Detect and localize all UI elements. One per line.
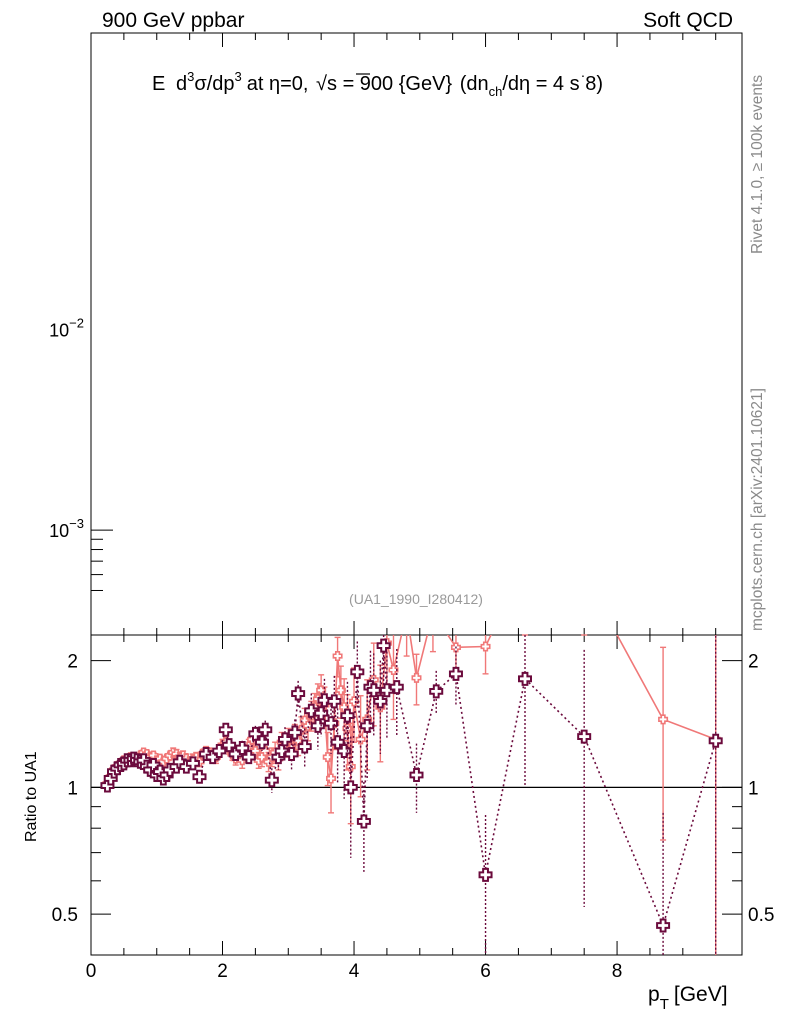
x-tick-label: 2	[217, 961, 228, 982]
main-panel-frame	[90, 32, 743, 636]
x-tick-label: 4	[349, 961, 360, 982]
data-point	[356, 814, 371, 829]
ratio-y-tick-label-right: 1	[748, 778, 759, 799]
main-y-tick-label: 10−2	[49, 315, 84, 340]
data-point	[332, 651, 343, 662]
data-point	[373, 694, 388, 709]
data-point	[708, 733, 723, 748]
data-point	[322, 752, 333, 763]
data-point	[192, 769, 207, 784]
data-point	[376, 638, 391, 653]
x-axis-ticks: 0 2 4 6 8	[86, 33, 717, 982]
data-point	[317, 693, 332, 708]
data-point	[291, 686, 306, 701]
data-point	[274, 743, 289, 758]
data-point	[337, 743, 352, 758]
data-point	[345, 761, 356, 772]
header-left-label: 900 GeV ppbar	[102, 9, 244, 32]
x-tick-label: 8	[612, 961, 623, 982]
data-point	[304, 703, 319, 718]
data-point	[411, 672, 422, 683]
data-point	[350, 664, 365, 679]
data-point	[518, 671, 532, 686]
data-point	[324, 716, 339, 731]
data-point	[448, 666, 463, 681]
x-tick-label: 0	[86, 961, 97, 982]
data-point	[388, 664, 399, 675]
data-point	[212, 743, 227, 758]
ratio-y-tick-label: 2	[67, 652, 78, 673]
data-point	[264, 773, 279, 788]
data-point	[326, 773, 337, 784]
chart-title: E d3σ/dp3 at η=0, √s = 900 {GeV} (dnch/dη…	[152, 67, 603, 99]
side-label-top: Rivet 4.1.0, ≥ 100k events	[749, 75, 766, 254]
data-point	[478, 867, 493, 882]
data-point	[258, 722, 273, 737]
data-point	[297, 739, 312, 754]
ratio-y-axis-label: Ratio to UA1	[23, 751, 40, 842]
data-point	[389, 680, 404, 695]
data-point	[287, 725, 302, 740]
data-point	[343, 780, 358, 795]
data-point	[327, 694, 342, 709]
x-axis-label: pT [GeV]	[648, 983, 728, 1013]
main-y-ticks: 10−2 10−3	[49, 315, 113, 591]
data-point	[355, 734, 366, 745]
data-point	[429, 684, 444, 699]
data-point	[409, 767, 424, 782]
data-point	[577, 729, 592, 744]
data-point	[340, 708, 355, 723]
data-point	[360, 718, 375, 733]
analysis-watermark: (UA1_1990_I280412)	[349, 591, 483, 607]
ratio-y-ticks: 2 2 1 1 0.5 0.5	[52, 652, 774, 956]
data-point	[310, 718, 325, 733]
data-point	[656, 918, 671, 933]
data-point	[277, 732, 292, 747]
ratio-panel-frame	[90, 634, 743, 956]
ratio-y-tick-label-right: 0.5	[748, 905, 774, 926]
series-line	[106, 645, 717, 928]
series-2	[100, 635, 723, 955]
data-point	[658, 714, 669, 725]
data-point	[314, 706, 329, 721]
ratio-y-tick-label: 0.5	[52, 905, 78, 926]
header-right-label: Soft QCD	[643, 9, 733, 32]
x-tick-label: 6	[480, 961, 491, 982]
data-point	[349, 696, 360, 707]
data-point	[366, 683, 381, 698]
data-point	[218, 722, 233, 737]
series-layer	[100, 634, 723, 955]
data-point	[480, 641, 491, 652]
ratio-y-tick-label: 1	[67, 778, 78, 799]
data-point	[241, 750, 256, 765]
data-point	[254, 735, 269, 750]
data-point	[335, 685, 346, 696]
data-point	[228, 747, 243, 762]
data-point	[284, 747, 299, 762]
main-y-tick-label: 10−3	[49, 516, 84, 541]
data-point	[303, 720, 313, 731]
side-label-bottom: mcplots.cern.ch [arXiv:2401.10621]	[749, 388, 766, 631]
data-point	[379, 683, 394, 698]
ratio-y-tick-label-right: 2	[748, 652, 759, 673]
data-point	[205, 750, 220, 765]
data-point	[185, 756, 200, 771]
